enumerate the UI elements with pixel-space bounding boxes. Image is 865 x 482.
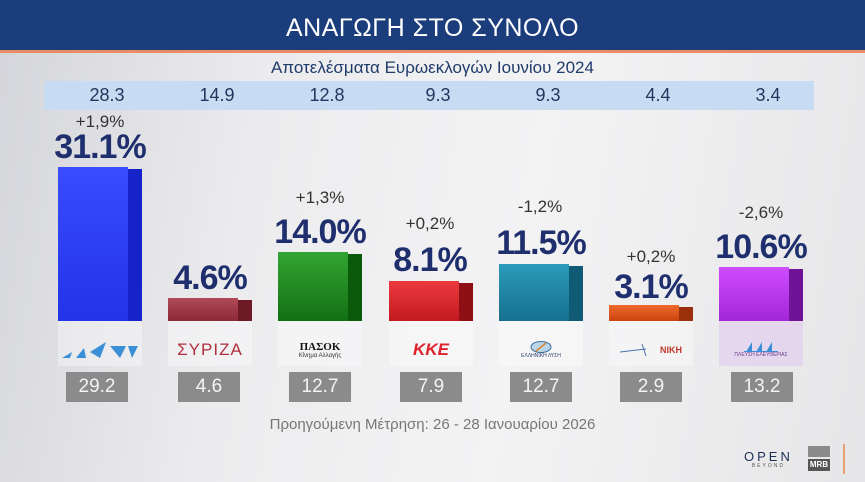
value-label: 11.5% [496,224,587,262]
title-band: ΑΝΑΓΩΓΗ ΣΤΟ ΣΥΝΟΛΟ [0,0,865,50]
logo-elliniki-lysi: ΕΛΛΗΝΙΚΗ ΛΥΣΗ [491,338,591,362]
logo-plefsi: ΠΛΕΥΣΗ ΕΛΕΥΘΕΡΙΑΣ [711,338,811,362]
bar-kke [389,281,473,366]
value-label: 10.6% [715,228,807,266]
previous-value: 2.9 [620,372,682,402]
bar-syriza [168,298,252,366]
change-label: +0,2% [626,247,676,266]
bar-niki [609,305,693,366]
bar-pasok [278,252,362,366]
euro2024-value: 12.8 [309,85,345,105]
value-label: 4.6% [173,259,248,297]
change-label: +0,2% [405,214,455,233]
change-label: -2,6% [738,203,784,222]
euro2024-value: 9.3 [535,85,561,105]
previous-value: 4.6 [178,372,240,402]
change-label: -1,2% [517,197,563,216]
previous-value: 12.7 [289,372,351,402]
change-label: +1,3% [295,188,345,207]
value-label: 14.0% [274,213,366,251]
euro2024-value: 4.4 [645,85,671,105]
page-title: ΑΝΑΓΩΓΗ ΣΤΟ ΣΥΝΟΛΟ [285,14,580,42]
change-label: +1,9% [75,112,125,131]
footnote: Προηγούμενη Μέτρηση: 26 - 28 Ιανουαρίου … [269,416,596,433]
previous-value: 13.2 [731,372,793,402]
open-logo: OPEN BEYOND [744,449,793,469]
mrb-logo: MRB [808,446,830,471]
logo-pasok: ΠΑΣΟΚ Κίνημα Αλλαγής [298,341,342,359]
bar-plefsi [719,267,803,366]
euro2024-value: 9.3 [425,85,451,105]
logo-kke: ΚΚΕ [413,340,449,359]
logo-niki: ΝΙΚΗ [601,338,701,362]
previous-value: 7.9 [400,372,462,402]
accent-line [843,444,845,474]
previous-value: 12.7 [510,372,572,402]
logo-nd [50,338,150,362]
value-label: 8.1% [393,241,468,279]
bar-nd [58,167,142,366]
subtitle: Αποτελέσματα Ευρωεκλογών Ιουνίου 2024 [271,58,594,77]
value-label: 31.1% [54,128,146,166]
title-accent-line [0,50,865,53]
euro2024-value: 28.3 [89,85,125,105]
euro2024-row: 28.3 14.9 12.8 9.3 9.3 4.4 3.4 [44,81,814,110]
bar-elliniki-lysi [499,264,583,366]
euro2024-value: 14.9 [199,85,235,105]
previous-value: 29.2 [66,372,128,402]
value-label: 3.1% [614,268,689,306]
logo-syriza: ΣΥΡΙΖΑ [177,340,243,359]
euro2024-value: 3.4 [755,85,781,105]
